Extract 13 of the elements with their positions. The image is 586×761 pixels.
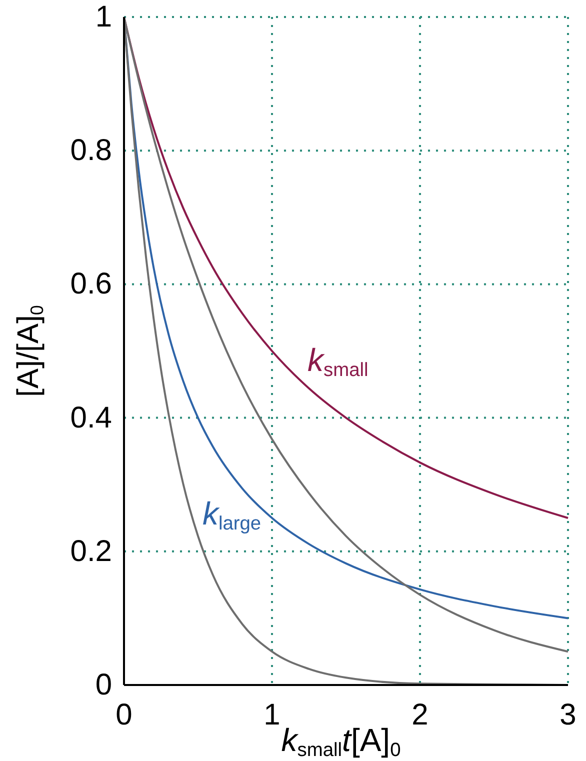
y-tick-label: 0.6 (70, 268, 112, 301)
y-tick-label: 0.8 (70, 134, 112, 168)
x-tick-label: 3 (560, 698, 576, 732)
x-tick-label: 1 (264, 698, 280, 732)
y-tick-label: 0 (95, 668, 112, 702)
series-label: k$_{large}$ (202, 496, 262, 534)
x-axis-title: k$_{small}$t[A]$_{0}$ (281, 722, 401, 761)
x-tick-label: 2 (412, 698, 428, 732)
y-tick-label: 1 (95, 0, 112, 34)
x-tick-label: 0 (116, 698, 132, 732)
series-label: k$_{small}$ (308, 342, 368, 381)
y-tick-label: 0.2 (70, 534, 112, 568)
y-tick-label: 0.4 (70, 401, 112, 434)
